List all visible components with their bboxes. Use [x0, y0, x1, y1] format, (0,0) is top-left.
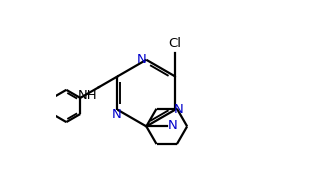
Text: N: N — [137, 53, 146, 66]
Text: Cl: Cl — [169, 37, 182, 49]
Text: N: N — [112, 108, 122, 121]
Text: N: N — [174, 103, 184, 116]
Text: N: N — [167, 119, 177, 132]
Text: NH: NH — [77, 89, 97, 102]
